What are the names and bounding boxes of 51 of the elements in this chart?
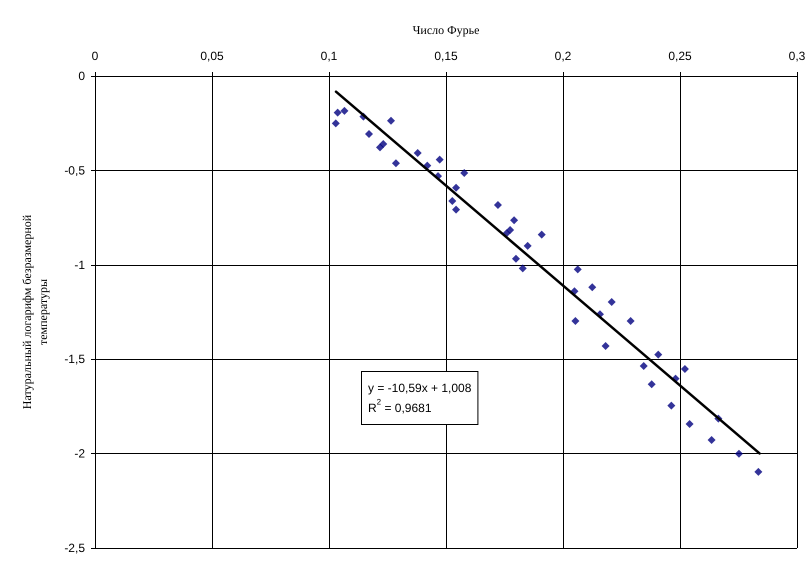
point bbox=[686, 420, 694, 428]
point bbox=[574, 265, 582, 274]
x-tick-label: 0,05 bbox=[200, 49, 224, 63]
point bbox=[754, 468, 762, 476]
x-tick-label: 0,25 bbox=[668, 49, 692, 63]
point bbox=[448, 196, 456, 205]
point bbox=[494, 200, 502, 209]
y-tick-label: -0,5 bbox=[64, 163, 86, 178]
point bbox=[602, 342, 610, 350]
point bbox=[640, 362, 648, 370]
x-tick-label: 0 bbox=[92, 49, 99, 63]
x-tick-label: 0,15 bbox=[434, 49, 458, 63]
point bbox=[680, 365, 689, 374]
point bbox=[518, 264, 527, 272]
point bbox=[512, 254, 520, 263]
point bbox=[538, 230, 546, 239]
point bbox=[506, 226, 514, 234]
point bbox=[571, 317, 580, 326]
y-tick-label: -1,5 bbox=[64, 352, 86, 366]
point bbox=[452, 206, 460, 214]
point bbox=[387, 116, 396, 125]
x-axis-title: Число Фурье bbox=[412, 23, 480, 37]
point bbox=[524, 242, 532, 250]
y-tick-label: -2,5 bbox=[64, 541, 86, 555]
point bbox=[588, 283, 596, 292]
point bbox=[667, 402, 676, 410]
point bbox=[334, 108, 342, 117]
point bbox=[648, 380, 656, 388]
point bbox=[654, 350, 662, 359]
point bbox=[340, 106, 348, 115]
point bbox=[332, 119, 340, 128]
x-tick-label: 0,1 bbox=[320, 49, 338, 63]
annotation: y = -10,59x + 1,008 bbox=[368, 381, 472, 395]
y-tick-label: 0 bbox=[78, 69, 86, 83]
point bbox=[734, 450, 743, 458]
point bbox=[510, 216, 518, 224]
y-tick-label: -2 bbox=[74, 446, 86, 461]
y-axis-title: Натуральный логарифм безразмерной температуры bbox=[20, 214, 50, 410]
point bbox=[365, 130, 374, 138]
point bbox=[708, 436, 716, 444]
y-tick-label: -1 bbox=[74, 258, 86, 272]
x-tick-label: 0,2 bbox=[554, 49, 572, 63]
point bbox=[379, 140, 388, 148]
point bbox=[608, 298, 616, 306]
point bbox=[392, 159, 400, 168]
point bbox=[626, 317, 635, 326]
point bbox=[414, 149, 422, 158]
point bbox=[452, 184, 460, 192]
point bbox=[460, 169, 468, 178]
x-tick-label: 0,3 bbox=[788, 49, 806, 63]
point bbox=[436, 156, 444, 164]
